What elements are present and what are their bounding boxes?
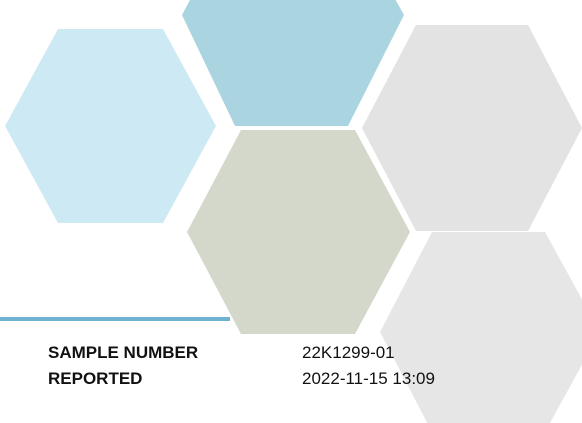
cover-page: SAMPLE NUMBER 22K1299-01 REPORTED 2022-1… [0,0,582,423]
field-value: 22K1299-01 [302,343,395,363]
field-label: SAMPLE NUMBER [48,343,198,363]
hexagon [182,0,404,126]
hexagon [187,130,410,334]
field-label: REPORTED [48,369,142,389]
hexagon [362,25,582,231]
field-value: 2022-11-15 13:09 [302,369,435,389]
hexagon [380,232,582,423]
hexagon [5,29,216,223]
accent-bar [0,317,230,321]
